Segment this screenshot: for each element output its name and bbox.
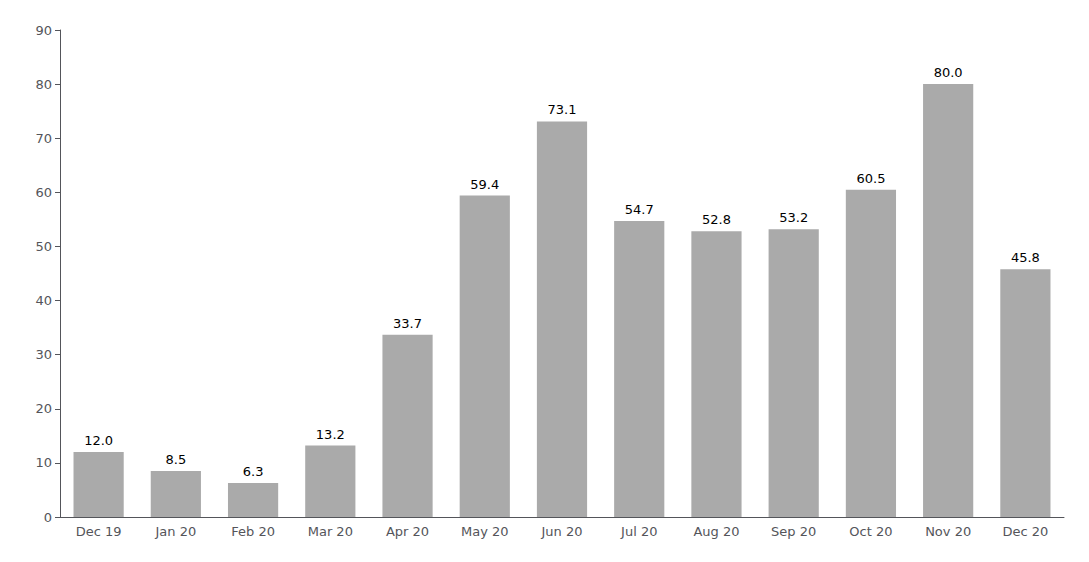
svg-text:60: 60 [35,185,52,200]
svg-text:Sep 20: Sep 20 [771,524,816,539]
svg-text:70: 70 [35,131,52,146]
svg-text:Jun 20: Jun 20 [541,524,583,539]
svg-text:0: 0 [44,510,52,525]
svg-text:10: 10 [35,455,52,470]
svg-text:8.5: 8.5 [166,452,187,467]
svg-text:59.4: 59.4 [470,177,499,192]
svg-text:Jan 20: Jan 20 [154,524,196,539]
svg-text:53.2: 53.2 [779,210,808,225]
svg-text:Dec 20: Dec 20 [1002,524,1048,539]
svg-text:6.3: 6.3 [243,464,264,479]
svg-text:30: 30 [35,347,52,362]
svg-text:May 20: May 20 [461,524,509,539]
svg-text:90: 90 [35,23,52,38]
svg-text:50: 50 [35,239,52,254]
svg-text:Dec 19: Dec 19 [76,524,122,539]
svg-text:Apr 20: Apr 20 [386,524,429,539]
svg-text:33.7: 33.7 [393,316,422,331]
svg-text:Nov 20: Nov 20 [925,524,971,539]
svg-text:80: 80 [35,77,52,92]
svg-text:12.0: 12.0 [84,433,113,448]
svg-text:13.2: 13.2 [316,427,345,442]
svg-text:20: 20 [35,401,52,416]
svg-text:Jul 20: Jul 20 [620,524,657,539]
svg-text:Feb 20: Feb 20 [231,524,275,539]
svg-text:52.8: 52.8 [702,212,731,227]
svg-text:40: 40 [35,293,52,308]
svg-text:Aug 20: Aug 20 [693,524,739,539]
svg-text:60.5: 60.5 [856,171,885,186]
svg-text:45.8: 45.8 [1011,250,1040,265]
svg-text:73.1: 73.1 [548,102,577,117]
svg-text:54.7: 54.7 [625,202,654,217]
svg-text:Oct 20: Oct 20 [849,524,892,539]
svg-text:Mar 20: Mar 20 [308,524,353,539]
svg-text:80.0: 80.0 [934,65,963,80]
